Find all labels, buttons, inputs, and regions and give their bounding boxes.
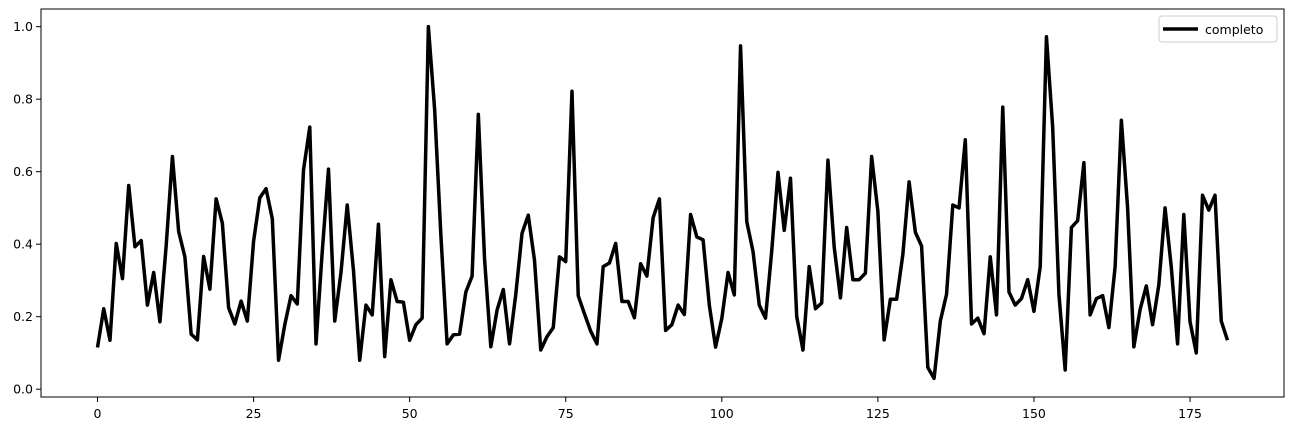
x-tick-label: 100	[710, 406, 734, 421]
legend-box	[1158, 15, 1278, 43]
legend: completo	[1158, 15, 1278, 43]
y-tick-label: 0.4	[13, 237, 33, 252]
y-tick-label: 0.2	[13, 309, 33, 324]
x-tick-label: 50	[402, 406, 418, 421]
x-axis: 0 25 50 75 100 125 150 175	[94, 397, 1202, 421]
axes-frame	[40, 8, 1285, 398]
y-tick-label: 0.0	[13, 382, 33, 397]
y-tick-label: 0.6	[13, 164, 33, 179]
series-layer	[95, 24, 1230, 381]
plot-area-frame	[40, 8, 1285, 398]
y-tick-label: 1.0	[13, 19, 33, 34]
x-tick-label: 175	[1178, 406, 1202, 421]
x-tick-label: 25	[246, 406, 262, 421]
x-tick-label: 125	[866, 406, 890, 421]
series-line-completo	[95, 24, 1230, 381]
y-axis: 0.0 0.2 0.4 0.6 0.8 1.0	[13, 19, 41, 397]
x-tick-label: 0	[94, 406, 102, 421]
x-tick-label: 150	[1022, 406, 1046, 421]
legend-label-completo: completo	[1205, 22, 1263, 37]
y-tick-label: 0.8	[13, 92, 33, 107]
x-tick-label: 75	[558, 406, 574, 421]
